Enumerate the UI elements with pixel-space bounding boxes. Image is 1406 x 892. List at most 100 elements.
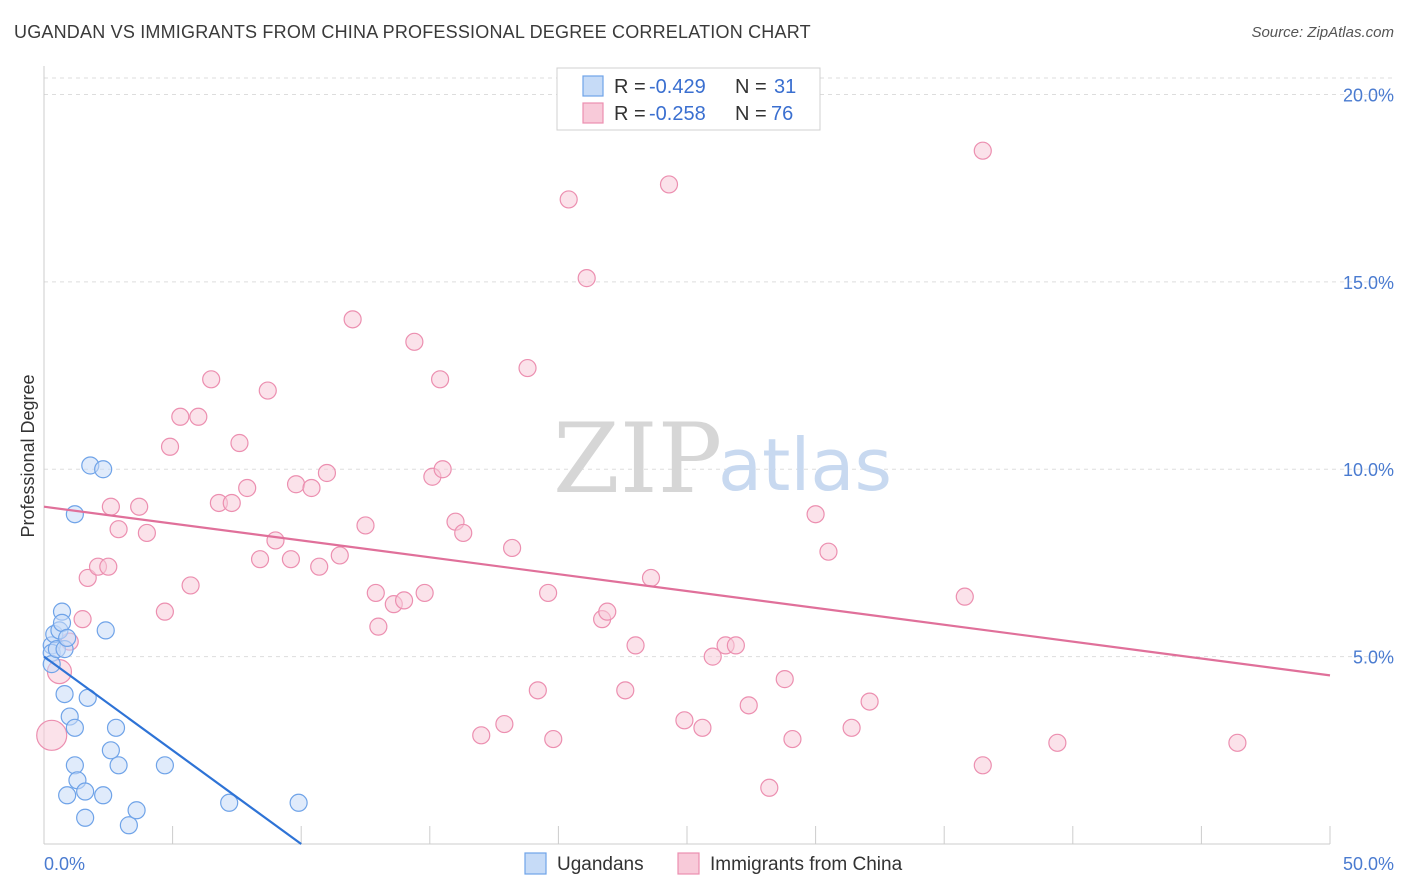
watermark-zip: ZIP [553,403,722,515]
ugandans-point [58,628,77,647]
china-point [250,550,270,569]
china-point [222,493,241,513]
china-point [973,141,992,160]
china-point [343,310,362,329]
china-trend-line [43,505,1331,677]
ugandans-point [127,801,146,820]
china-point [433,460,452,479]
blue-series-points [42,456,308,835]
gridlines [44,77,1395,658]
ugandans-point [55,684,74,704]
china-point [286,475,306,494]
pink-series-points [36,141,1247,797]
legend-r-value-pink: -0.258 [649,103,706,125]
bottom-legend-china: Immigrants from China [710,854,903,875]
legend-n-label-pink: N = [735,103,767,125]
china-point [577,269,596,288]
y-tick-labels: 5.0% 10.0% 15.0% 20.0% [1343,85,1394,667]
china-point [726,636,745,655]
y-axis-title: Professional Degree [18,374,38,537]
china-point [1228,733,1247,752]
china-point [317,463,337,483]
china-point [230,433,249,453]
ugandans-point [106,718,126,737]
bottom-legend-swatch-china [677,852,700,875]
china-point [842,718,861,737]
ugandans-point [76,808,95,827]
china-point [760,778,779,797]
y-tick-label: 10.0% [1343,460,1394,480]
x-tick-label: 50.0% [1343,854,1394,874]
china-point [955,587,974,606]
watermark-atlas: atlas [718,423,892,507]
china-point [472,726,491,745]
y-tick-label: 5.0% [1353,648,1394,668]
ugandans-point [155,756,174,775]
china-point [130,497,149,516]
china-point [101,497,120,516]
china-point [266,531,285,550]
china-point [626,636,645,655]
legend-swatch-blue [582,75,604,97]
china-point [659,175,679,194]
legend-r-value-blue: -0.429 [649,76,706,98]
china-point [171,407,190,426]
y-tick-label: 20.0% [1343,85,1394,105]
china-point [415,583,434,603]
china-point [598,602,617,621]
china-point [739,696,758,715]
china-point [394,591,414,610]
china-point [405,332,424,351]
y-tick-label: 15.0% [1343,273,1394,293]
legend-n-label-blue: N = [735,76,767,98]
legend-r-label-blue: R = [614,76,646,98]
legend-n-value-blue: 31 [774,76,796,98]
trend-lines [43,505,1331,845]
china-point [1048,733,1067,752]
china-point [783,729,802,749]
ugandans-point [58,786,77,805]
china-point [99,557,118,576]
legend-r-label-pink: R = [614,103,646,125]
china-point [302,478,321,498]
ugandans-point [76,782,95,801]
bottom-legend-swatch-ugandans [524,852,547,875]
ugandans-point [65,505,84,524]
china-point [330,546,349,565]
source-label: Source: ZipAtlas.com [1251,24,1394,41]
china-point [495,714,514,734]
china-point [693,718,712,737]
ugandans-point [109,756,128,775]
china-point [528,681,547,700]
legend-box: R = -0.429 N = 31 R = -0.258 N = 76 [556,67,821,131]
china-point [189,407,208,426]
chart-title: UGANDAN VS IMMIGRANTS FROM CHINA PROFESS… [14,22,811,42]
china-point [73,610,92,629]
x-tick-labels: 0.0% 50.0% [44,854,1394,874]
china-point [454,523,473,543]
china-point [806,505,825,524]
watermark: ZIP atlas [553,403,892,515]
china-point [36,719,68,751]
ugandans-point [119,816,138,835]
china-point [544,729,563,749]
china-point [675,711,694,730]
china-point [503,538,522,558]
china-point [819,542,838,561]
ugandans-point [94,460,113,479]
china-point [860,692,879,711]
ugandans-point [94,786,113,805]
china-point [181,576,200,595]
china-point [137,523,156,543]
china-point [160,437,180,456]
china-point [973,756,992,775]
china-point [78,568,97,588]
china-point [703,647,722,666]
bottom-legend: Ugandans Immigrants from China [524,852,903,875]
axes [43,66,1331,845]
china-point [616,681,635,700]
china-point [369,617,388,636]
china-point [258,381,277,400]
ugandans-point [220,793,239,812]
